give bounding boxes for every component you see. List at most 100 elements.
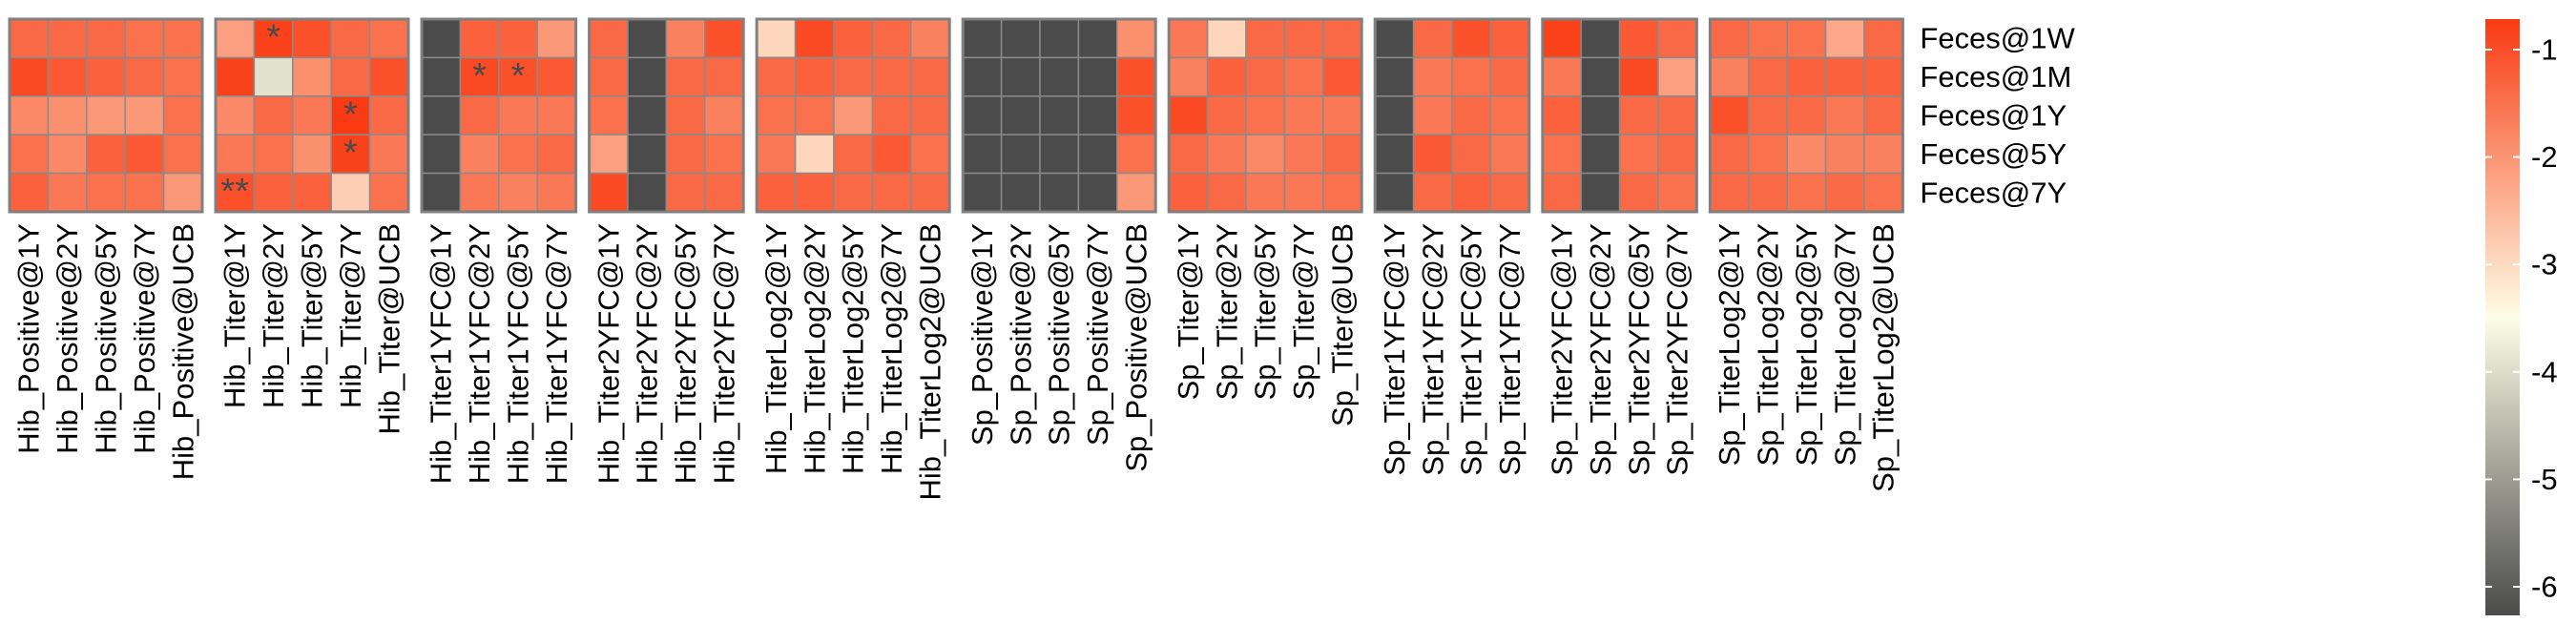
heatmap-cell xyxy=(1489,18,1530,59)
heatmap-cell xyxy=(1709,172,1750,213)
heatmap-cell xyxy=(871,95,912,135)
heatmap-cell xyxy=(1077,56,1118,97)
heatmap-panels: Hib_Positive@1Y Hib_Positive@2Y Hib_Positi… xyxy=(8,17,1904,501)
heatmap-panel-border xyxy=(961,17,1157,214)
heatmap-cell xyxy=(1168,172,1209,213)
heatmap-panel-border xyxy=(1373,17,1531,214)
heatmap-cell xyxy=(368,95,409,135)
heatmap-cell xyxy=(498,95,538,135)
heatmap-cell xyxy=(756,134,797,175)
heatmap-cell xyxy=(86,172,126,213)
heatmap-cell xyxy=(1863,172,1904,213)
heatmap-cell xyxy=(1374,95,1415,135)
heatmap-cell xyxy=(459,18,500,59)
column-label: Sp_Positive@UCB xyxy=(1120,223,1153,472)
column-label: Hib_Positive@2Y xyxy=(51,223,84,454)
row-label: Feces@1W xyxy=(1920,22,2075,55)
heatmap-cell xyxy=(1709,134,1750,175)
heatmap-cell xyxy=(588,18,629,59)
heatmap-cell xyxy=(421,134,462,175)
heatmap-cell xyxy=(833,134,874,175)
heatmap-cell xyxy=(627,172,668,213)
heatmap-cell xyxy=(1322,172,1362,213)
heatmap-cell xyxy=(368,134,409,175)
heatmap-cell xyxy=(215,18,256,59)
heatmap-cell xyxy=(1748,134,1788,175)
heatmap-panel-border xyxy=(1167,17,1363,214)
heatmap-cell xyxy=(962,172,1003,213)
heatmap-cell xyxy=(215,56,256,97)
heatmap-cell xyxy=(1824,56,1865,97)
heatmap-cell xyxy=(1489,134,1530,175)
column-label: Sp_Titer@1Y xyxy=(1172,223,1205,400)
heatmap-cell xyxy=(1374,172,1415,213)
heatmap-cell xyxy=(47,56,88,97)
column-label: Hib_TiterLog2@2Y xyxy=(798,223,831,474)
column-label: Hib_Titer@5Y xyxy=(296,223,329,408)
heatmap-cell xyxy=(330,56,371,97)
heatmap-cell xyxy=(1077,95,1118,135)
heatmap-cell xyxy=(1039,56,1080,97)
heatmap-cell xyxy=(536,18,577,59)
heatmap-cell xyxy=(47,134,88,175)
heatmap-cell xyxy=(1206,95,1247,135)
heatmap-cell xyxy=(1748,18,1788,59)
heatmap-cell xyxy=(1322,134,1362,175)
heatmap-cell xyxy=(162,56,203,97)
heatmap-cell xyxy=(1451,172,1492,213)
heatmap-cell xyxy=(704,134,744,175)
heatmap-cell xyxy=(1824,172,1865,213)
heatmap-panel: Hib_TiterLog2@1Y Hib_TiterLog2@2Y Hib_Tite… xyxy=(755,17,951,501)
heatmap-cell xyxy=(627,134,668,175)
heatmap-panel: Hib_Positive@1Y Hib_Positive@2Y Hib_Positi… xyxy=(8,17,204,480)
heatmap-cell xyxy=(1245,18,1286,59)
column-label: Sp_Positive@1Y xyxy=(966,223,999,446)
heatmap-cell xyxy=(794,18,835,59)
heatmap-cell xyxy=(833,95,874,135)
heatmap-cell xyxy=(1451,56,1492,97)
colorbar-tick-label: -5 xyxy=(2531,463,2558,496)
heatmap-cell xyxy=(162,95,203,135)
heatmap-cell xyxy=(9,172,50,213)
heatmap-cell xyxy=(421,172,462,213)
heatmap-cell xyxy=(588,172,629,213)
heatmap-cell xyxy=(794,134,835,175)
column-label: Hib_Titer1YFC@5Y xyxy=(502,223,535,484)
heatmap-cell xyxy=(1039,95,1080,135)
heatmap-panel: Sp_Positive@1Y Sp_Positive@2Y Sp_Positive@… xyxy=(961,17,1157,472)
heatmap-cell xyxy=(253,172,294,213)
heatmap-cell xyxy=(1618,134,1659,175)
heatmap-cell xyxy=(1000,56,1041,97)
column-label: Sp_Titer2YFC@7Y xyxy=(1661,223,1694,476)
heatmap-cell xyxy=(1489,172,1530,213)
heatmap-cell xyxy=(833,56,874,97)
heatmap-cell xyxy=(368,172,409,213)
column-label: Hib_Titer2YFC@5Y xyxy=(669,223,702,484)
column-label: Hib_Titer2YFC@2Y xyxy=(631,223,664,484)
heatmap-panel: Sp_Titer@1Y Sp_Titer@2Y Sp_Titer@5Y Sp_Tite… xyxy=(1167,17,1363,426)
heatmap-cell xyxy=(1412,172,1453,213)
heatmap-cell xyxy=(9,134,50,175)
heatmap-cell xyxy=(498,18,538,59)
heatmap-cell xyxy=(1116,18,1156,59)
heatmap-cell xyxy=(253,56,294,97)
heatmap-cell xyxy=(124,18,165,59)
column-label: Sp_Titer2YFC@1Y xyxy=(1546,223,1579,476)
heatmap-cell xyxy=(368,18,409,59)
significance-star: * xyxy=(266,18,280,58)
heatmap-cell xyxy=(756,95,797,135)
heatmap-cell xyxy=(162,18,203,59)
heatmap-cell xyxy=(1863,56,1904,97)
heatmap-cell xyxy=(124,95,165,135)
heatmap-cell xyxy=(215,95,256,135)
column-label: Sp_Titer1YFC@2Y xyxy=(1416,223,1449,476)
heatmap-cell xyxy=(1206,172,1247,213)
heatmap-cell xyxy=(1039,134,1080,175)
column-label: Sp_Titer@5Y xyxy=(1249,223,1282,400)
heatmap-cell xyxy=(292,18,332,59)
heatmap-cell xyxy=(1580,18,1621,59)
heatmap-cell xyxy=(1489,95,1530,135)
heatmap-cell xyxy=(1168,134,1209,175)
heatmap-cell xyxy=(1283,134,1324,175)
heatmap-cell xyxy=(1000,172,1041,213)
